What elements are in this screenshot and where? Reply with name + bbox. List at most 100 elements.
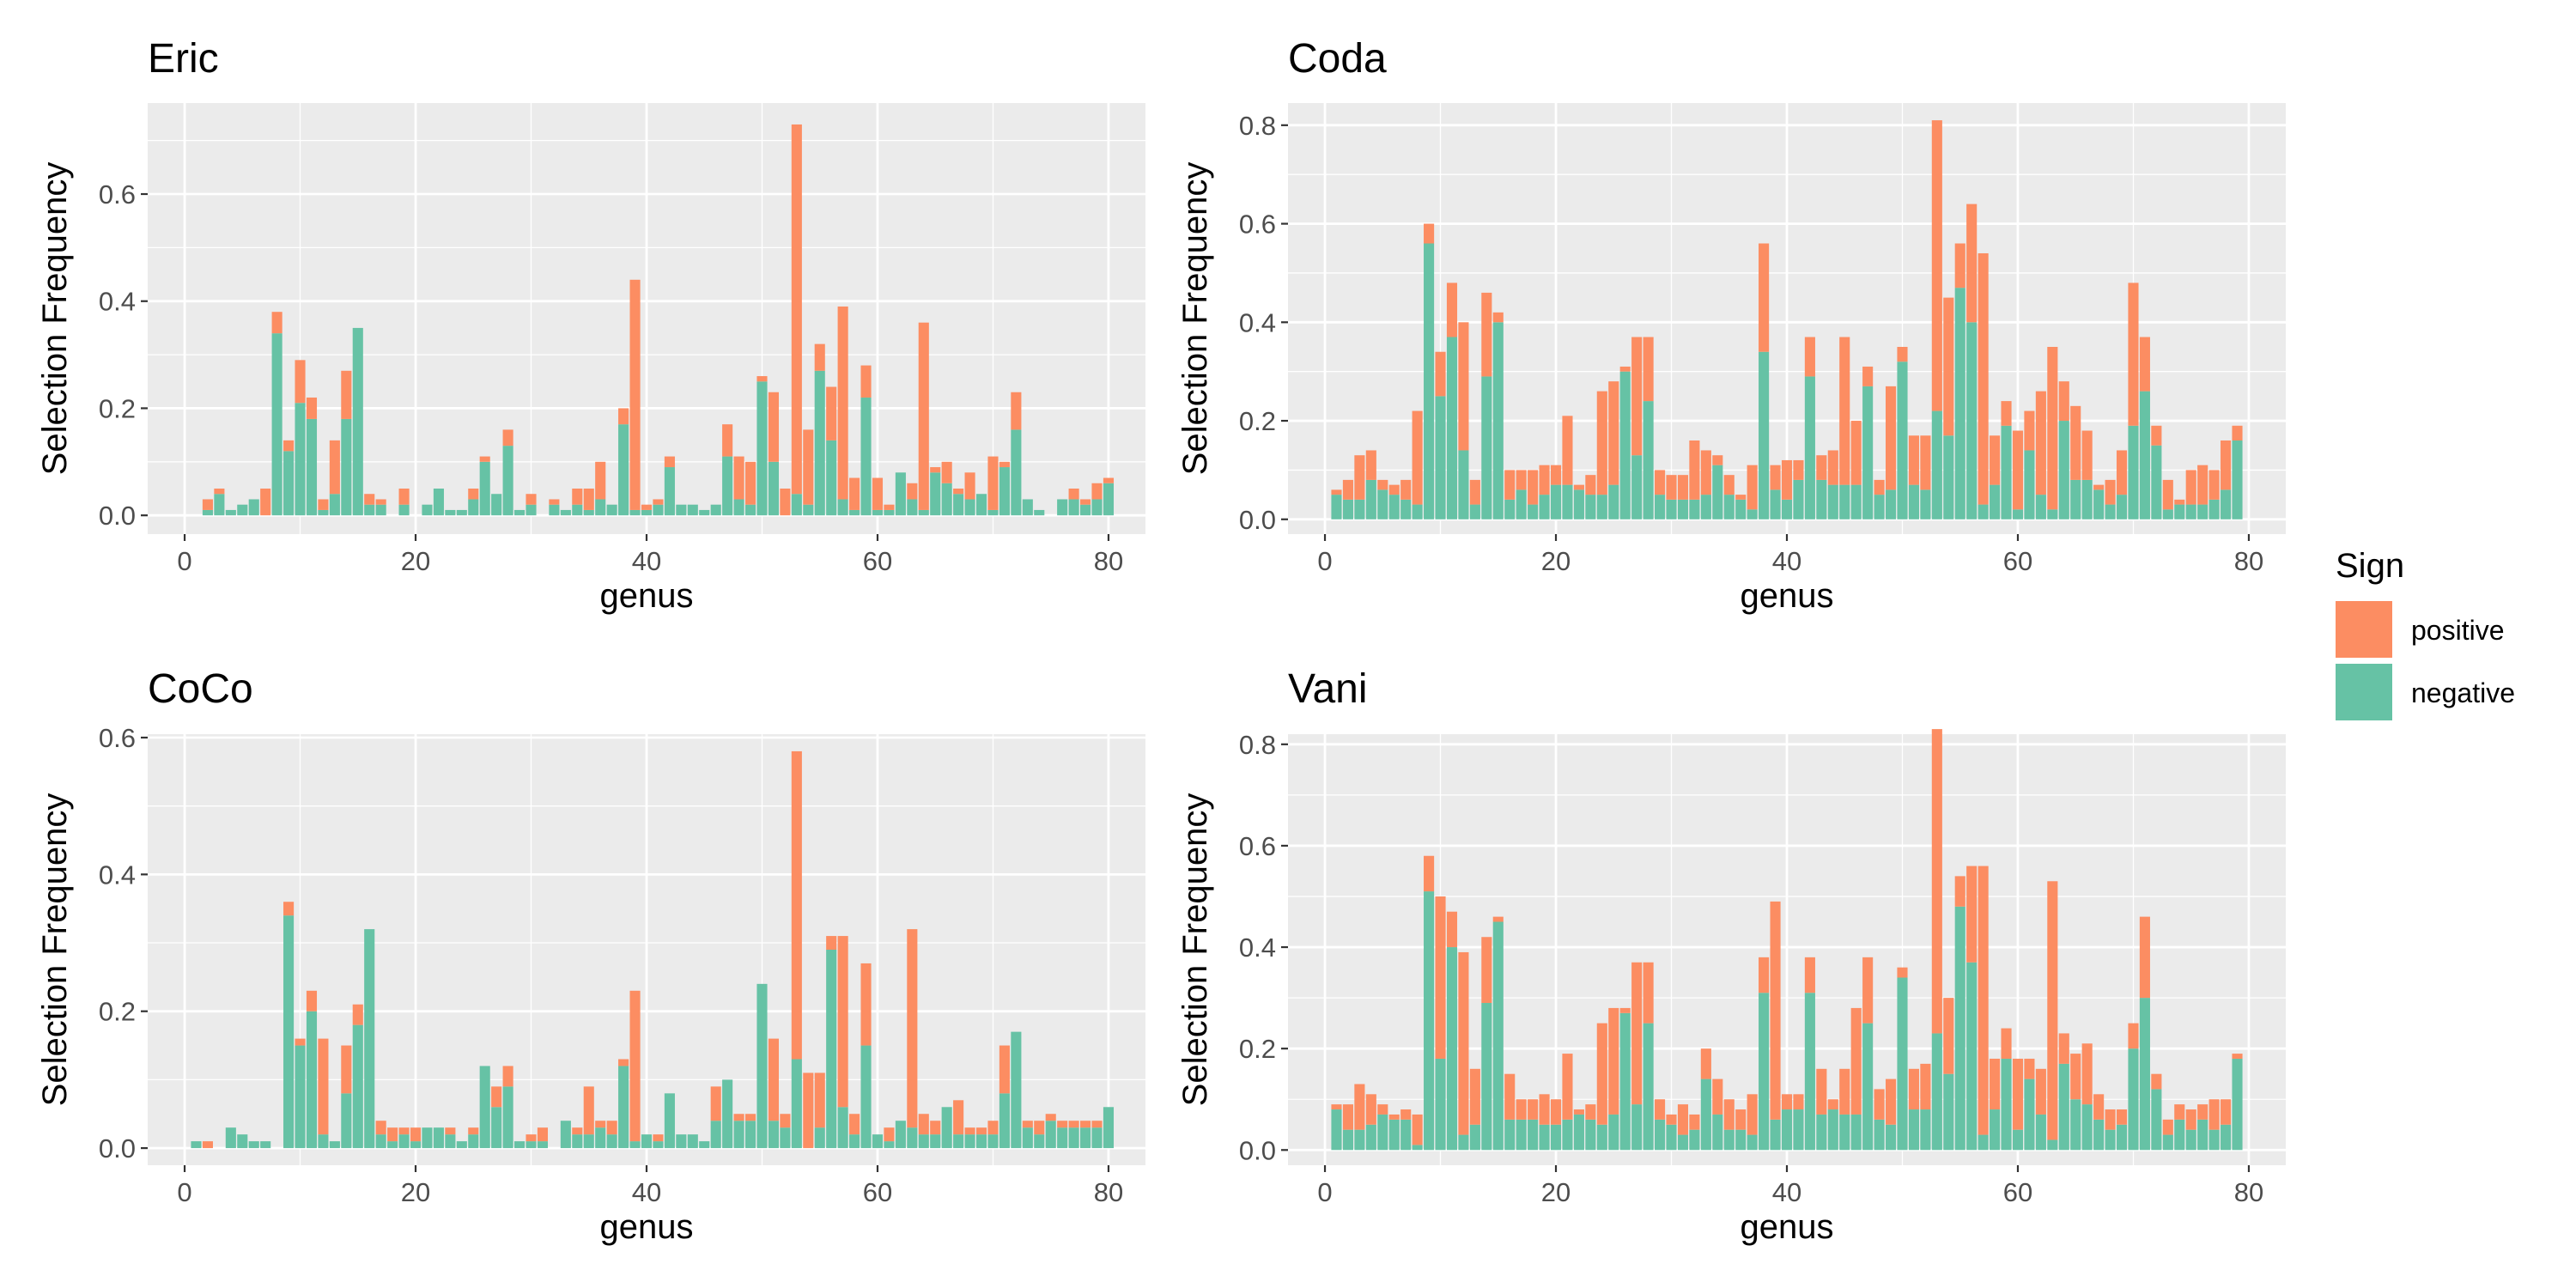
bar-negative (1492, 322, 1504, 519)
bar-positive (629, 990, 641, 1142)
bar-positive (999, 461, 1010, 468)
y-tick-label: 0.0 (1239, 1135, 1276, 1165)
bar-positive (860, 365, 872, 398)
bar-negative (733, 1121, 744, 1149)
bar-positive (872, 477, 884, 510)
bar-positive (791, 124, 802, 495)
y-tick-label: 0.2 (1239, 406, 1276, 436)
bar-positive (1412, 410, 1423, 505)
bar-positive (1978, 866, 1989, 1135)
bar-positive (1528, 470, 1539, 505)
bar-negative (1897, 361, 1908, 519)
bar-negative (1839, 484, 1850, 519)
bar-negative (1596, 1124, 1607, 1151)
bar-positive (2012, 1058, 2024, 1130)
bar-positive (987, 456, 999, 510)
bar-negative (791, 1059, 802, 1149)
bar-negative (606, 504, 617, 516)
bar-negative (1631, 455, 1643, 519)
bar-negative (410, 1141, 422, 1149)
bar-negative (722, 1079, 733, 1149)
bar-negative (2221, 1124, 2232, 1151)
bar-negative (375, 1134, 386, 1149)
bar-negative (849, 1134, 860, 1149)
bar-positive (341, 370, 352, 419)
bar-negative (318, 1134, 329, 1149)
bar-negative (1435, 1058, 1446, 1151)
bar-negative (526, 504, 537, 516)
bar-negative (687, 504, 698, 516)
bar-positive (526, 1134, 537, 1142)
bar-negative (1458, 450, 1469, 519)
bar-negative (1931, 1033, 1942, 1151)
bar-negative (283, 915, 295, 1149)
bar-negative (1057, 1127, 1068, 1149)
bar-negative (283, 451, 295, 516)
y-tick-label: 0.2 (99, 393, 136, 423)
bar-positive (2232, 1054, 2243, 1059)
bar-positive (2221, 1099, 2232, 1125)
bar-negative (1966, 962, 1978, 1151)
bar-negative (1643, 1023, 1654, 1151)
bar-positive (1331, 1104, 1342, 1110)
bar-positive (1446, 911, 1458, 948)
bar-positive (2128, 1023, 2139, 1049)
bar-negative (352, 327, 363, 516)
bar-negative (1608, 1114, 1619, 1151)
bar-positive (2197, 1104, 2208, 1120)
bar-positive (837, 936, 848, 1108)
bar-positive (1631, 962, 1643, 1105)
y-tick-label: 0.0 (99, 1133, 136, 1163)
x-tick-label: 80 (2234, 546, 2263, 576)
bar-positive (1091, 483, 1103, 500)
y-tick-label: 0.6 (99, 723, 136, 753)
bar-positive (445, 1127, 456, 1135)
bar-positive (1435, 896, 1446, 1059)
bar-negative (1850, 484, 1862, 519)
bar-negative (1908, 1109, 1919, 1151)
x-tick-label: 40 (632, 1177, 661, 1207)
bar-positive (860, 963, 872, 1046)
y-tick-label: 0.8 (1239, 111, 1276, 141)
bar-positive (583, 1086, 594, 1135)
bar-negative (560, 509, 571, 516)
bar-negative (514, 509, 526, 516)
bar-negative (1103, 1107, 1115, 1149)
x-tick-label: 60 (2003, 1177, 2032, 1207)
bar-negative (1666, 1124, 1677, 1151)
bar-positive (930, 1121, 941, 1135)
bar-positive (733, 1114, 744, 1121)
bar-positive (2139, 916, 2150, 999)
bar-negative (456, 509, 467, 516)
bar-positive (884, 1127, 895, 1142)
bar-negative (826, 440, 837, 516)
bar-negative (2208, 1129, 2220, 1151)
bar-negative (1862, 386, 1874, 519)
bar-positive (1342, 479, 1353, 500)
bar-negative (352, 1024, 363, 1149)
bar-positive (1377, 479, 1388, 490)
bar-negative (2058, 421, 2069, 519)
x-tick-label: 80 (1094, 546, 1123, 576)
bar-positive (1747, 1094, 1758, 1135)
bar-negative (202, 509, 213, 516)
bar-negative (364, 929, 375, 1149)
bar-positive (1908, 1068, 1919, 1110)
bar-positive (768, 1038, 779, 1121)
bar-negative (2081, 1104, 2093, 1151)
y-tick-label: 0.4 (99, 287, 136, 317)
bar-positive (329, 440, 340, 495)
bar-positive (2070, 405, 2081, 480)
y-axis-title: Selection Frequency (1176, 162, 1214, 476)
bar-negative (1839, 1114, 1850, 1151)
bar-positive (803, 429, 814, 505)
y-tick-label: 0.4 (1239, 307, 1276, 337)
bar-negative (1897, 977, 1908, 1151)
bar-negative (975, 1134, 987, 1149)
bar-negative (468, 499, 479, 516)
bar-negative (744, 504, 756, 516)
bar-positive (1057, 1121, 1068, 1128)
bar-negative (433, 488, 444, 516)
x-tick-label: 40 (1772, 1177, 1801, 1207)
bar-negative (2232, 1058, 2243, 1151)
